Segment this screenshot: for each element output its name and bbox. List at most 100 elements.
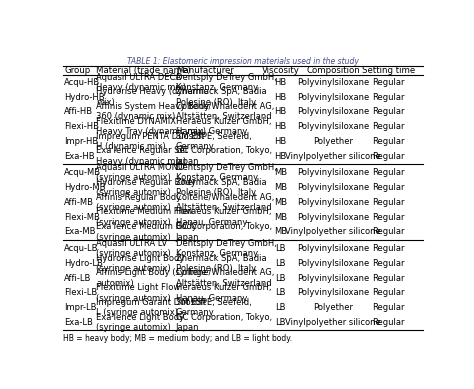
Text: Polyvinylsiloxane: Polyvinylsiloxane bbox=[297, 168, 369, 177]
Text: HB: HB bbox=[274, 152, 287, 161]
Text: Dentsply DeTrey GmbH,
Konstanz, Germany: Dentsply DeTrey GmbH, Konstanz, Germany bbox=[176, 163, 276, 182]
Text: Zhermack SpA, Badia
Polesine (RO), Italy: Zhermack SpA, Badia Polesine (RO), Italy bbox=[176, 254, 266, 273]
Text: Polyether: Polyether bbox=[313, 137, 353, 146]
Text: Regular: Regular bbox=[373, 288, 405, 297]
Text: Vinylpolyether silicone: Vinylpolyether silicone bbox=[285, 152, 381, 161]
Text: Affinis Regular Body
(syringe automix): Affinis Regular Body (syringe automix) bbox=[96, 193, 182, 212]
Text: Affinis System Heavy Body
360 (dynamic mix): Affinis System Heavy Body 360 (dynamic m… bbox=[96, 102, 210, 121]
Text: Acqu-HB: Acqu-HB bbox=[64, 78, 100, 87]
Text: Manufacturer: Manufacturer bbox=[176, 66, 234, 75]
Text: Exa-HB: Exa-HB bbox=[64, 152, 95, 161]
Text: Regular: Regular bbox=[373, 198, 405, 207]
Text: Affinis Light Body (syringe
automix): Affinis Light Body (syringe automix) bbox=[96, 268, 207, 288]
Text: Zhermack SpA, Badia
Polesine (RO), Italy: Zhermack SpA, Badia Polesine (RO), Italy bbox=[176, 178, 266, 197]
Text: LB: LB bbox=[275, 244, 286, 253]
Text: Dentsply DeTrey GmbH,
Konstanz, Germany: Dentsply DeTrey GmbH, Konstanz, Germany bbox=[176, 239, 276, 258]
Text: Composition: Composition bbox=[306, 66, 360, 75]
Text: Hydrorise Regular Body
(syringe automix): Hydrorise Regular Body (syringe automix) bbox=[96, 178, 196, 197]
Text: Polyvinylsiloxane: Polyvinylsiloxane bbox=[297, 122, 369, 131]
Text: Affi-HB: Affi-HB bbox=[64, 107, 93, 116]
Text: Viscosity: Viscosity bbox=[262, 66, 300, 75]
Text: MB: MB bbox=[274, 183, 287, 192]
Text: Dentsply DeTrey GmbH,
Konstanz, Germany: Dentsply DeTrey GmbH, Konstanz, Germany bbox=[176, 72, 276, 92]
Text: Exa-LB: Exa-LB bbox=[64, 318, 93, 327]
Text: Regular: Regular bbox=[373, 273, 405, 282]
Text: GC Corporation, Tokyo,
Japan: GC Corporation, Tokyo, Japan bbox=[176, 222, 272, 242]
Text: Acqu-MB: Acqu-MB bbox=[64, 168, 101, 177]
Text: Regular: Regular bbox=[373, 168, 405, 177]
Text: Vinylpolyether silicone: Vinylpolyether silicone bbox=[285, 227, 381, 237]
Text: HB: HB bbox=[274, 78, 287, 87]
Text: Flexitime DYNAMIX
Heavy Tray (dynamic mix): Flexitime DYNAMIX Heavy Tray (dynamic mi… bbox=[96, 117, 206, 136]
Text: GC Corporation, Tokyo,
Japan: GC Corporation, Tokyo, Japan bbox=[176, 313, 272, 332]
Text: Polyvinylsiloxane: Polyvinylsiloxane bbox=[297, 78, 369, 87]
Text: 3M ESPE, Seefeld,
Germany: 3M ESPE, Seefeld, Germany bbox=[176, 131, 251, 151]
Text: GC Corporation, Tokyo,
Japan: GC Corporation, Tokyo, Japan bbox=[176, 146, 272, 166]
Text: Regular: Regular bbox=[373, 244, 405, 253]
Text: Regular: Regular bbox=[373, 107, 405, 116]
Text: Zhermack SpA, Badia
Polesine (RO), Italy: Zhermack SpA, Badia Polesine (RO), Italy bbox=[176, 87, 266, 107]
Text: Regular: Regular bbox=[373, 212, 405, 222]
Text: Group: Group bbox=[64, 66, 90, 75]
Text: HB: HB bbox=[274, 93, 287, 102]
Text: Polyvinylsiloxane: Polyvinylsiloxane bbox=[297, 93, 369, 102]
Text: Regular: Regular bbox=[373, 93, 405, 102]
Text: MB: MB bbox=[274, 168, 287, 177]
Text: Flexi-HB: Flexi-HB bbox=[64, 122, 99, 131]
Text: LB: LB bbox=[275, 259, 286, 268]
Text: Coltène/Whaledent AG,
Altstätten, Switzerland: Coltène/Whaledent AG, Altstätten, Switze… bbox=[176, 268, 274, 288]
Text: Regular: Regular bbox=[373, 259, 405, 268]
Text: Polyvinylsiloxane: Polyvinylsiloxane bbox=[297, 198, 369, 207]
Text: Regular: Regular bbox=[373, 122, 405, 131]
Text: HB = heavy body; MB = medium body; and LB = light body.: HB = heavy body; MB = medium body; and L… bbox=[63, 334, 292, 343]
Text: Polyvinylsiloxane: Polyvinylsiloxane bbox=[297, 244, 369, 253]
Text: Flexi-LB: Flexi-LB bbox=[64, 288, 97, 297]
Text: Aquasil ULTRA DECA
Heavy (dynamic mix): Aquasil ULTRA DECA Heavy (dynamic mix) bbox=[96, 72, 186, 92]
Text: Polyvinylsiloxane: Polyvinylsiloxane bbox=[297, 212, 369, 222]
Text: Regular: Regular bbox=[373, 318, 405, 327]
Text: Affi-MB: Affi-MB bbox=[64, 198, 94, 207]
Text: Regular: Regular bbox=[373, 303, 405, 312]
Text: Impr-LB: Impr-LB bbox=[64, 303, 97, 312]
Text: TABLE 1: Elastomeric impression materials used in the study: TABLE 1: Elastomeric impression material… bbox=[127, 57, 359, 66]
Text: Hydro-HB: Hydro-HB bbox=[64, 93, 105, 102]
Text: Regular: Regular bbox=[373, 78, 405, 87]
Text: Polyether: Polyether bbox=[313, 303, 353, 312]
Text: Polyvinylsiloxane: Polyvinylsiloxane bbox=[297, 183, 369, 192]
Text: Regular: Regular bbox=[373, 137, 405, 146]
Text: Regular: Regular bbox=[373, 183, 405, 192]
Text: HB: HB bbox=[274, 107, 287, 116]
Text: Heraeus Kulzer GmbH,
Hanau, Germany: Heraeus Kulzer GmbH, Hanau, Germany bbox=[176, 207, 271, 227]
Text: Exa-MB: Exa-MB bbox=[64, 227, 96, 237]
Text: Impregum Garant Duosoft
L (syringe automix): Impregum Garant Duosoft L (syringe autom… bbox=[96, 298, 207, 317]
Text: LB: LB bbox=[275, 318, 286, 327]
Text: Polyvinylsiloxane: Polyvinylsiloxane bbox=[297, 107, 369, 116]
Text: Setting time: Setting time bbox=[362, 66, 415, 75]
Text: Hydro-LB: Hydro-LB bbox=[64, 259, 103, 268]
Text: Flexi-MB: Flexi-MB bbox=[64, 212, 100, 222]
Text: LB: LB bbox=[275, 303, 286, 312]
Text: Vinylpolyether silicone: Vinylpolyether silicone bbox=[285, 318, 381, 327]
Text: HB: HB bbox=[274, 122, 287, 131]
Text: Polyvinylsiloxane: Polyvinylsiloxane bbox=[297, 259, 369, 268]
Text: Aquasil ULTRA MONO
(syringe automix): Aquasil ULTRA MONO (syringe automix) bbox=[96, 163, 185, 182]
Text: Hydro-MB: Hydro-MB bbox=[64, 183, 106, 192]
Text: Regular: Regular bbox=[373, 152, 405, 161]
Text: Coltène/Whaledent AG,
Altstätten, Switzerland: Coltène/Whaledent AG, Altstätten, Switze… bbox=[176, 102, 274, 121]
Text: 3M ESPE, Seefeld,
Germany: 3M ESPE, Seefeld, Germany bbox=[176, 298, 251, 317]
Text: Polyvinylsiloxane: Polyvinylsiloxane bbox=[297, 273, 369, 282]
Text: Heraeus Kulzer GmbH,
Hanau, Germany: Heraeus Kulzer GmbH, Hanau, Germany bbox=[176, 283, 271, 303]
Text: Flexitime Medium Flow
(syringe automix): Flexitime Medium Flow (syringe automix) bbox=[96, 207, 193, 227]
Text: Impr-HB: Impr-HB bbox=[64, 137, 98, 146]
Text: Polyvinylsiloxane: Polyvinylsiloxane bbox=[297, 288, 369, 297]
Text: Acqu-LB: Acqu-LB bbox=[64, 244, 99, 253]
Text: Material (trade name): Material (trade name) bbox=[96, 66, 191, 75]
Text: Hydrorise Heavy (dynamic
mix): Hydrorise Heavy (dynamic mix) bbox=[96, 87, 209, 107]
Text: MB: MB bbox=[274, 198, 287, 207]
Text: Regular: Regular bbox=[373, 227, 405, 237]
Text: LB: LB bbox=[275, 273, 286, 282]
Text: Coltène/Whaledent AG,
Altstätten, Switzerland: Coltène/Whaledent AG, Altstätten, Switze… bbox=[176, 193, 274, 212]
Text: Aquasil ULTRA LV
(syringe automix): Aquasil ULTRA LV (syringe automix) bbox=[96, 239, 171, 258]
Text: Exa'lence Regular Set
Heavy (dynamic mix): Exa'lence Regular Set Heavy (dynamic mix… bbox=[96, 146, 189, 166]
Text: MB: MB bbox=[274, 227, 287, 237]
